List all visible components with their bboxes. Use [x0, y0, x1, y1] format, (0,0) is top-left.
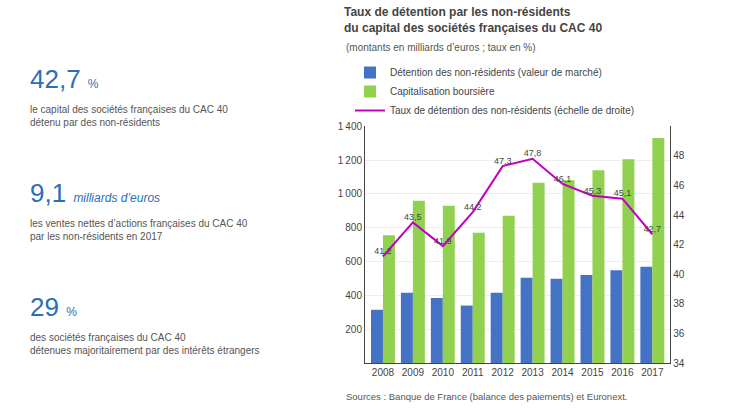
svg-text:44: 44: [673, 210, 685, 221]
svg-text:42,7: 42,7: [644, 224, 662, 234]
svg-text:2010: 2010: [432, 367, 455, 378]
svg-text:42: 42: [673, 239, 685, 250]
svg-text:44,2: 44,2: [464, 202, 482, 212]
svg-text:1 000: 1 000: [338, 188, 363, 199]
svg-text:Sources : Banque de France (ba: Sources : Banque de France (balance des …: [346, 391, 627, 402]
svg-text:34: 34: [673, 358, 685, 369]
svg-text:200: 200: [345, 324, 362, 335]
svg-text:Détention des non-résidents (v: Détention des non-résidents (valeur de m…: [390, 67, 602, 78]
svg-text:40: 40: [673, 269, 685, 280]
svg-text:2017: 2017: [641, 367, 664, 378]
svg-text:les ventes nettes d’actions fr: les ventes nettes d’actions françaises d…: [30, 218, 248, 242]
svg-text:Taux de détention par les non-: Taux de détention par les non-résidentsd…: [344, 5, 602, 35]
svg-text:800: 800: [345, 222, 362, 233]
svg-text:38: 38: [673, 298, 685, 309]
svg-text:45,1: 45,1: [614, 188, 632, 198]
svg-text:48: 48: [673, 150, 685, 161]
svg-text:29 %: 29 %: [30, 292, 77, 322]
svg-text:41,2: 41,2: [374, 246, 392, 256]
svg-text:36: 36: [673, 328, 685, 339]
svg-text:400: 400: [345, 290, 362, 301]
svg-text:600: 600: [345, 256, 362, 267]
svg-text:47,8: 47,8: [524, 148, 542, 158]
svg-text:47,3: 47,3: [494, 156, 512, 166]
svg-text:2016: 2016: [611, 367, 634, 378]
svg-text:2015: 2015: [581, 367, 604, 378]
svg-text:des sociétés françaises du CAC: des sociétés françaises du CAC 40détenue…: [30, 332, 260, 356]
svg-text:45,3: 45,3: [584, 186, 602, 196]
svg-text:9,1 milliards d’euros: 9,1 milliards d’euros: [30, 178, 160, 208]
svg-text:1 400: 1 400: [338, 121, 363, 132]
svg-text:41,9: 41,9: [434, 236, 452, 246]
svg-text:46,1: 46,1: [554, 174, 572, 184]
svg-text:1 200: 1 200: [338, 155, 363, 166]
svg-text:Capitalisation boursière: Capitalisation boursière: [390, 86, 495, 97]
svg-text:(montants en milliards d’euros: (montants en milliards d’euros ; taux en…: [346, 42, 536, 53]
svg-text:43,5: 43,5: [404, 212, 422, 222]
svg-text:2012: 2012: [492, 367, 515, 378]
svg-text:Taux de détention des non-rési: Taux de détention des non-résidents (éch…: [390, 105, 634, 116]
svg-text:2013: 2013: [521, 367, 544, 378]
svg-text:2009: 2009: [402, 367, 425, 378]
svg-text:2008: 2008: [372, 367, 395, 378]
svg-text:42,7 %: 42,7 %: [30, 64, 99, 94]
svg-text:le capital des sociétés frança: le capital des sociétés françaises du CA…: [30, 104, 228, 128]
svg-text:2011: 2011: [462, 367, 484, 378]
svg-text:46: 46: [673, 180, 685, 191]
svg-text:2014: 2014: [551, 367, 574, 378]
